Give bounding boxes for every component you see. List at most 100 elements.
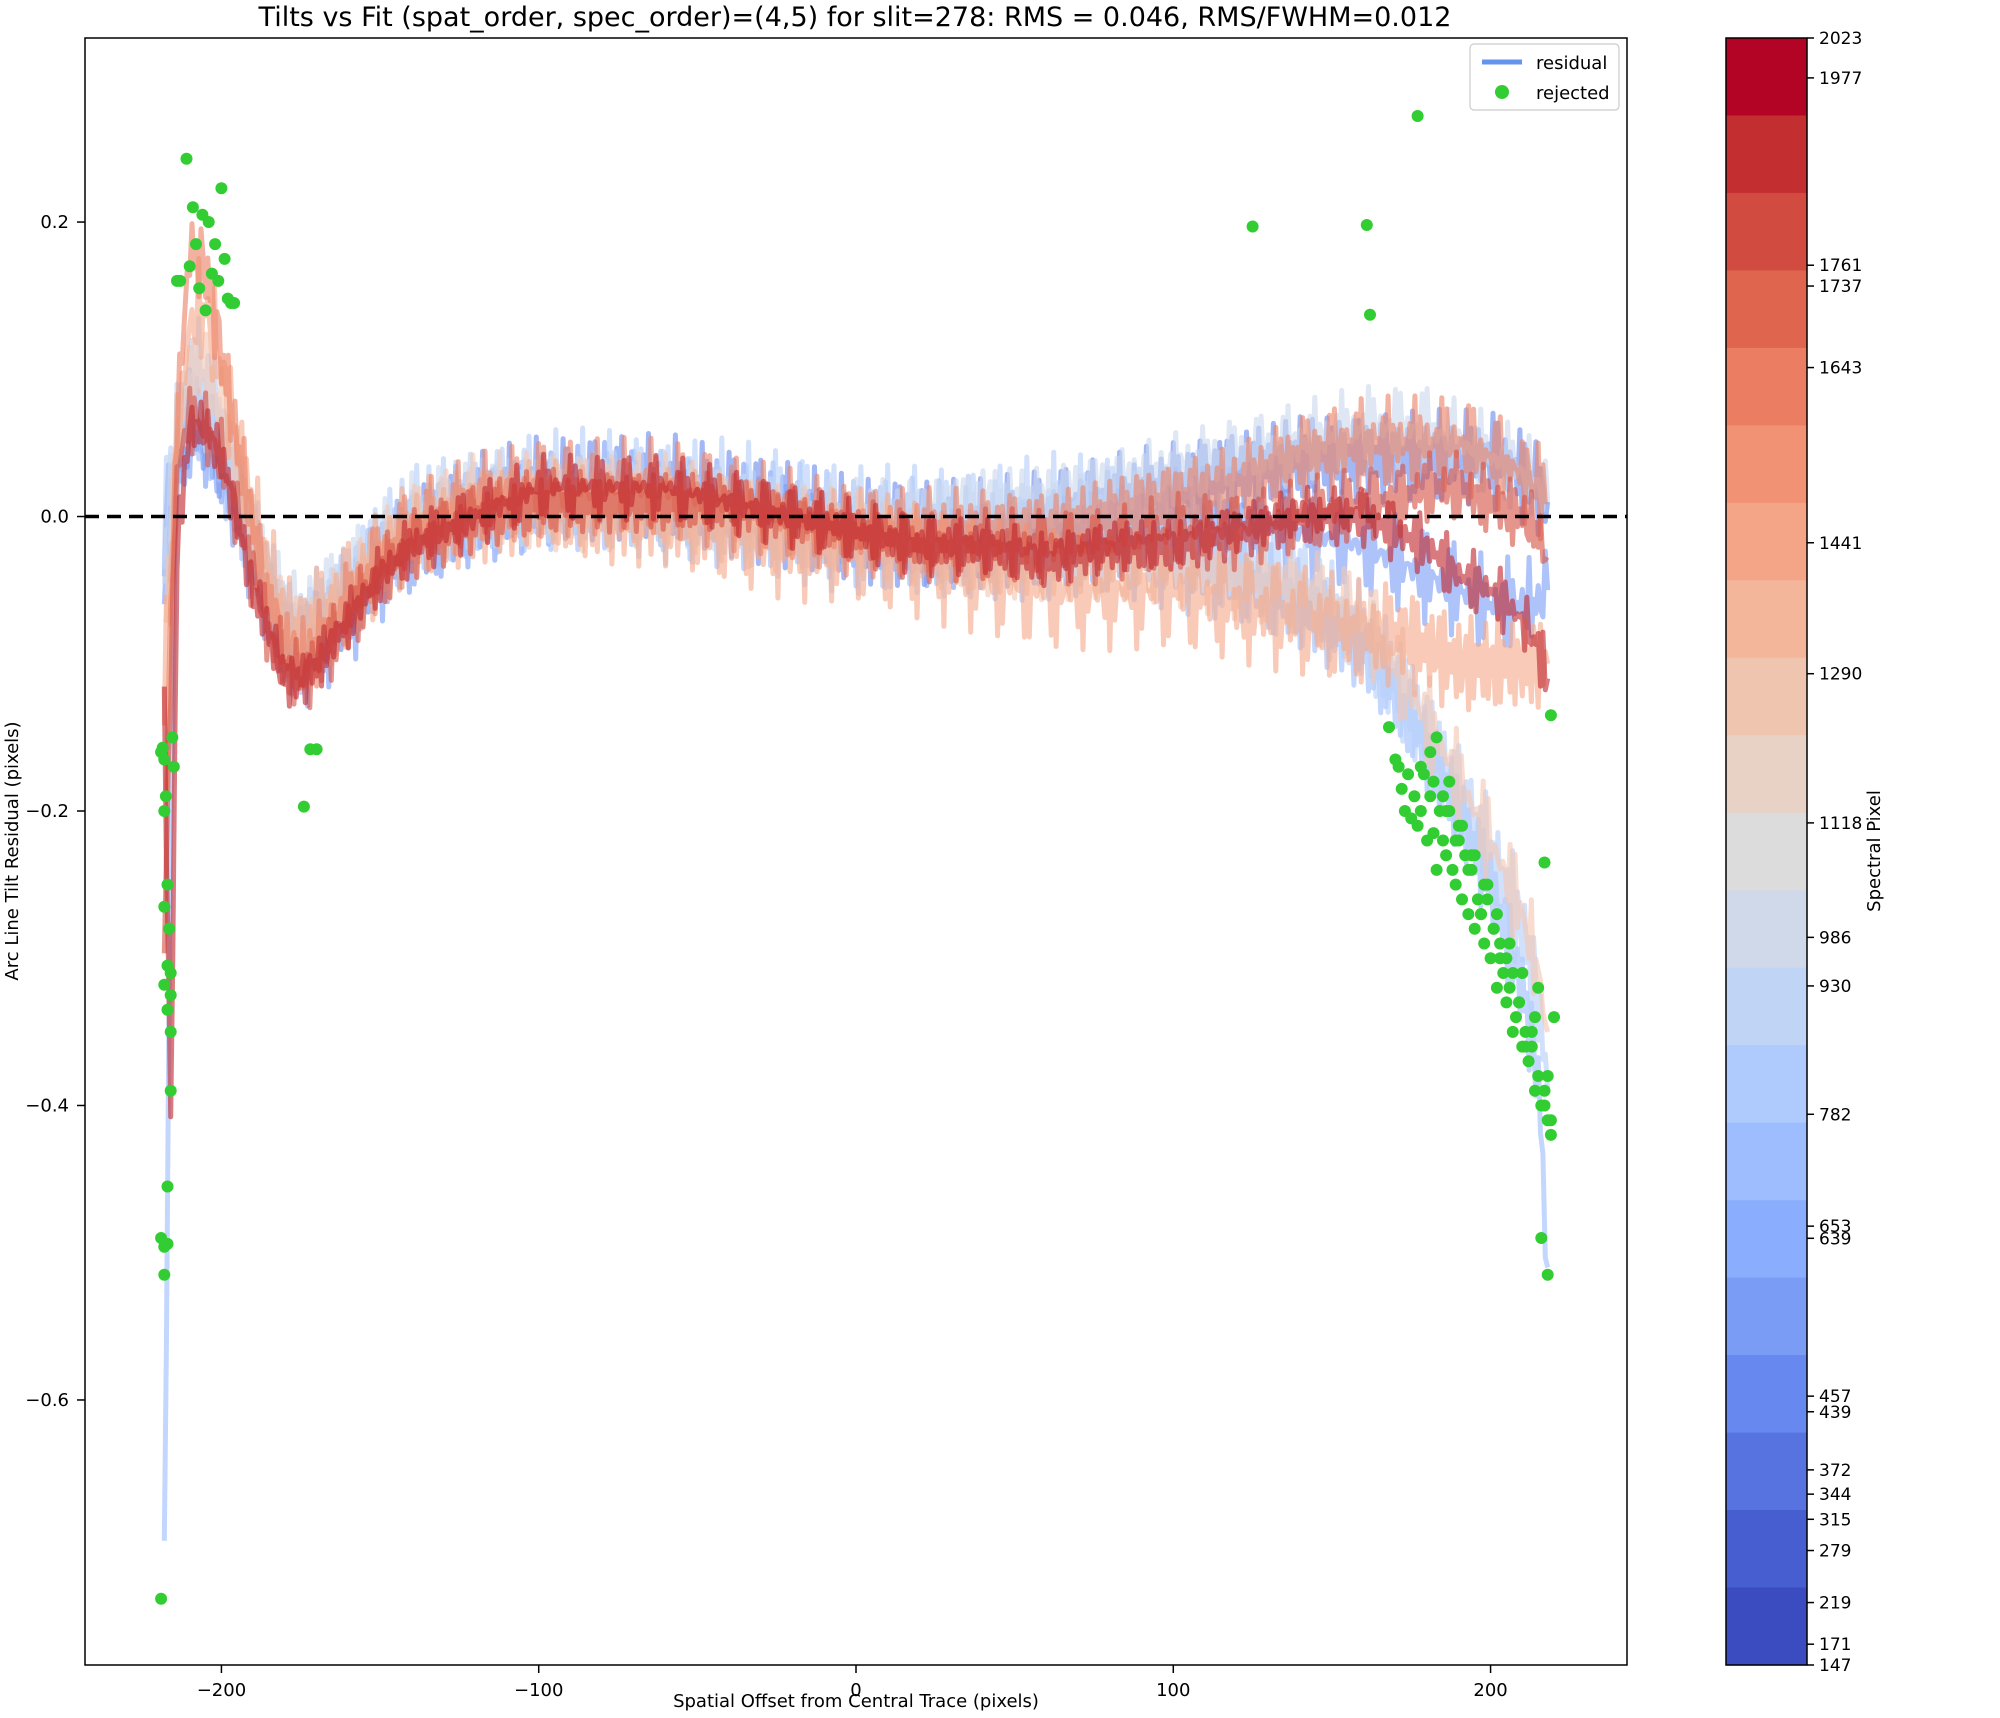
colorbar-segment <box>1726 115 1807 194</box>
rejected-point <box>1414 760 1427 773</box>
rejected-point <box>161 1003 174 1016</box>
rejected-point <box>159 790 172 803</box>
rejected-point <box>1497 967 1510 979</box>
rejected-point <box>1427 775 1440 788</box>
rejected-point <box>228 297 241 309</box>
rejected-point <box>1490 908 1503 921</box>
colorbar-segment <box>1726 657 1807 736</box>
x-tick-label: 0 <box>850 1680 861 1701</box>
rejected-point <box>1484 952 1497 965</box>
x-tick-label: 200 <box>1473 1680 1507 1701</box>
rejected-point <box>1392 760 1405 773</box>
rejected-point <box>164 1025 177 1038</box>
rejected-point <box>1437 790 1449 803</box>
y-tick-label: 0.2 <box>40 212 69 233</box>
chart-title: Tilts vs Fit (spat_order, spec_order)=(4… <box>258 2 1452 33</box>
rejected-point <box>1525 1025 1538 1038</box>
rejected-point <box>1471 893 1484 906</box>
colorbar-tick-label: 1977 <box>1819 69 1862 89</box>
rejected-point <box>1529 1011 1541 1024</box>
rejected-point <box>1468 922 1481 935</box>
colorbar-segment <box>1726 967 1807 1046</box>
rejected-point <box>1440 849 1453 862</box>
rejected-point <box>1462 908 1475 921</box>
y-ticks: 0.2 0.0 −0.2 −0.4 −0.6 <box>25 212 85 1411</box>
rejected-point <box>1395 782 1408 795</box>
rejected-point <box>1506 967 1519 979</box>
rejected-point <box>158 900 171 913</box>
rejected-point <box>1487 922 1500 935</box>
rejected-point <box>1411 110 1424 122</box>
y-tick-label: −0.4 <box>25 1095 69 1116</box>
rejected-point <box>1544 1128 1557 1141</box>
rejected-point <box>1383 721 1395 734</box>
colorbar-tick-label: 1761 <box>1819 256 1862 276</box>
rejected-point <box>1522 1055 1535 1068</box>
rejected-point <box>202 216 215 228</box>
rejected-point <box>166 731 179 744</box>
rejected-point <box>1446 863 1459 876</box>
rejected-point <box>209 238 222 251</box>
rejected-point <box>1430 863 1443 876</box>
legend-rejected-swatch <box>1495 85 1509 99</box>
rejected-point <box>1443 775 1456 788</box>
rejected-point <box>215 182 228 195</box>
rejected-point <box>156 741 169 754</box>
colorbar-tick-label: 782 <box>1819 1105 1851 1125</box>
rejected-point <box>1437 834 1449 847</box>
colorbar-tick-label: 1737 <box>1819 277 1862 297</box>
colorbar-tick-label: 986 <box>1819 928 1851 948</box>
rejected-point <box>1364 308 1376 321</box>
colorbar-segment <box>1726 1587 1807 1666</box>
rejected-point <box>310 743 323 756</box>
rejected-point <box>1544 1114 1557 1127</box>
rejected-point <box>1360 219 1373 231</box>
colorbar-segment <box>1726 1122 1807 1201</box>
colorbar-label: Spectral Pixel <box>1864 790 1885 912</box>
colorbar-segment <box>1726 1432 1807 1511</box>
colorbar-tick-label: 457 <box>1819 1387 1851 1407</box>
rejected-point <box>1481 878 1494 891</box>
rejected-point <box>1430 731 1443 744</box>
colorbar-tick-label: 1290 <box>1819 665 1862 685</box>
rejected-point <box>161 959 174 972</box>
colorbar-segment <box>1726 580 1807 659</box>
colorbar-segment <box>1726 1355 1807 1434</box>
rejected-point <box>1449 878 1462 891</box>
colorbar-frame <box>1725 37 1808 1666</box>
colorbar-segment <box>1726 735 1807 814</box>
colorbar-tick-label: 1643 <box>1819 359 1862 379</box>
colorbar-segment <box>1726 425 1807 504</box>
rejected-point <box>174 274 187 287</box>
colorbar-segment <box>1726 270 1807 349</box>
colorbar-segment <box>1726 502 1807 581</box>
rejected-point <box>212 274 225 287</box>
rejected-point <box>1456 893 1468 906</box>
series-layer <box>161 221 1551 1541</box>
colorbar-tick-label: 315 <box>1819 1510 1851 1530</box>
rejected-point <box>183 260 196 273</box>
rejected-point <box>1532 981 1545 994</box>
colorbar-segment <box>1726 1200 1807 1279</box>
rejected-point <box>155 1592 168 1605</box>
rejected-point <box>1468 849 1481 862</box>
colorbar-tick-label: 219 <box>1819 1594 1851 1614</box>
colorbar-tick-label: 2023 <box>1819 29 1862 49</box>
colorbar-tick-label: 372 <box>1819 1461 1851 1481</box>
y-axis-label: Arc Line Tilt Residual (pixels) <box>2 721 23 980</box>
rejected-point <box>158 1268 171 1281</box>
rejected-point <box>1544 709 1557 722</box>
rejected-point <box>158 805 171 817</box>
colorbar-tick-label: 439 <box>1819 1403 1851 1423</box>
rejected-point <box>1538 1099 1551 1112</box>
residual-line-1977 <box>161 399 1551 1120</box>
colorbar-segment <box>1726 192 1807 272</box>
rejected-point <box>1538 856 1551 869</box>
colorbar-segments <box>1726 38 1807 1666</box>
plot-area: −200 −100 0 100 200 0.2 0.0 −0.2 −0.4 −0.6 <box>25 37 1628 1701</box>
colorbar-tick-label: 171 <box>1819 1635 1851 1655</box>
rejected-point <box>1503 981 1516 994</box>
